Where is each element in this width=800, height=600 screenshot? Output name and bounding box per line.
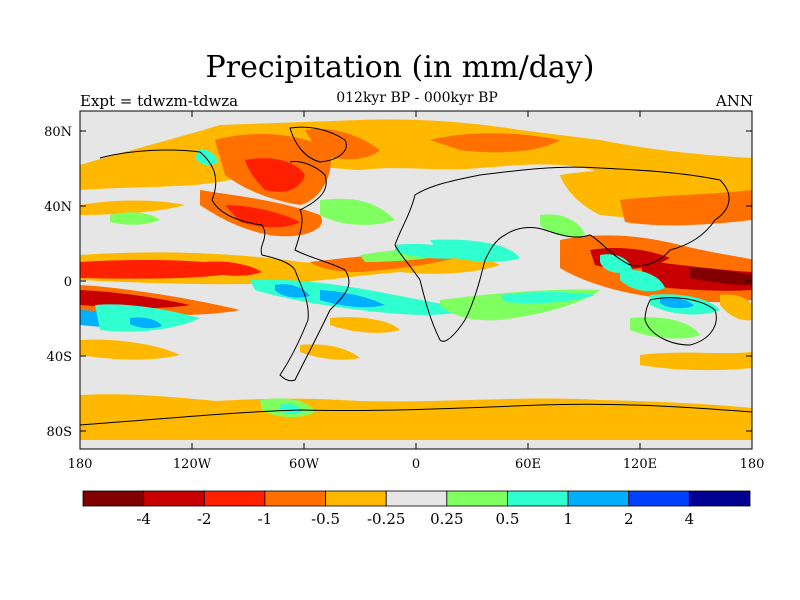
field-patch xyxy=(430,133,560,153)
lat-tick-label: 80S xyxy=(47,425,72,440)
field-patch xyxy=(430,239,520,262)
colorbar-box xyxy=(567,490,630,507)
field-patch xyxy=(500,291,595,304)
longitude-axis: 180 120W 60W 0 60E 120E 180 xyxy=(68,111,765,472)
colorbar-box xyxy=(507,490,569,507)
field-patch xyxy=(540,214,585,237)
field-patch xyxy=(720,294,752,321)
field-patch xyxy=(660,297,694,309)
field-patch xyxy=(80,290,190,309)
field-patch xyxy=(305,128,380,160)
coastlines xyxy=(80,126,752,426)
colorbar-label: -2 xyxy=(197,510,212,528)
field-patch xyxy=(275,284,310,298)
americas-coast xyxy=(99,149,350,382)
field-patch xyxy=(80,200,185,215)
colorbar-label: -0.5 xyxy=(311,510,340,528)
colorbar-label: 1 xyxy=(563,510,573,528)
field-patch xyxy=(205,261,262,276)
colorbar-label: 4 xyxy=(685,510,695,528)
lat-tick-label: 0 xyxy=(64,275,72,290)
colorbar-box xyxy=(264,490,326,507)
eurasia-africa-coast xyxy=(394,166,730,342)
australia-coast xyxy=(644,297,717,346)
field-patch xyxy=(300,344,360,360)
plot-subtitle: 012kyr BP - 000kyr BP xyxy=(336,90,498,106)
colorbar-box xyxy=(143,490,205,507)
colorbar-label: 2 xyxy=(624,510,634,528)
colorbar: -4 -2 -1 -0.5 -0.25 0.25 0.5 1 2 4 xyxy=(82,490,751,528)
colorbar-box xyxy=(203,490,266,507)
lon-tick-label: 0 xyxy=(412,457,420,472)
lat-tick-label: 40S xyxy=(47,350,72,365)
field-patch xyxy=(690,268,752,285)
field-patch xyxy=(320,198,395,225)
lon-tick-label: 60W xyxy=(289,457,320,472)
colorbar-label: 0.5 xyxy=(496,510,520,528)
season-label: ANN xyxy=(715,92,753,110)
lon-tick-label: 120E xyxy=(623,457,657,472)
colorbar-label: -1 xyxy=(258,510,273,528)
colorbar-box xyxy=(688,490,751,507)
plot-title: Precipitation (in mm/day) xyxy=(205,50,595,85)
experiment-label: Expt = tdwzm-tdwza xyxy=(80,92,239,110)
field-patch xyxy=(195,149,218,166)
colorbar-label: -0.25 xyxy=(367,510,405,528)
lon-tick-label: 120W xyxy=(173,457,212,472)
lat-tick-label: 80N xyxy=(44,125,72,140)
field-patch xyxy=(245,158,305,192)
field-patch xyxy=(95,304,200,332)
colorbar-box xyxy=(628,490,690,507)
colorbar-box xyxy=(446,490,508,507)
field-patch xyxy=(280,403,302,415)
lat-tick-label: 40N xyxy=(44,200,72,215)
antarctica-coast xyxy=(80,403,752,426)
field-patch xyxy=(640,352,752,371)
latitude-axis: 80N 40N 0 40S 80S xyxy=(44,125,752,440)
field-patch xyxy=(630,317,700,339)
field-patch xyxy=(330,317,400,333)
lon-tick-label: 180 xyxy=(68,457,93,472)
greenland-coast xyxy=(289,126,347,163)
field-patch xyxy=(130,317,162,329)
colorbar-box xyxy=(325,490,387,507)
lon-tick-label: 60E xyxy=(515,457,541,472)
field-patch xyxy=(110,212,160,225)
anomaly-field xyxy=(80,119,752,449)
field-patch xyxy=(600,254,632,273)
field-patch xyxy=(80,339,180,360)
lon-tick-label: 180 xyxy=(740,457,765,472)
colorbar-box xyxy=(385,490,448,507)
colorbar-box xyxy=(82,490,145,507)
field-patch xyxy=(620,269,665,292)
colorbar-label: -4 xyxy=(136,510,151,528)
colorbar-label: 0.25 xyxy=(430,510,463,528)
